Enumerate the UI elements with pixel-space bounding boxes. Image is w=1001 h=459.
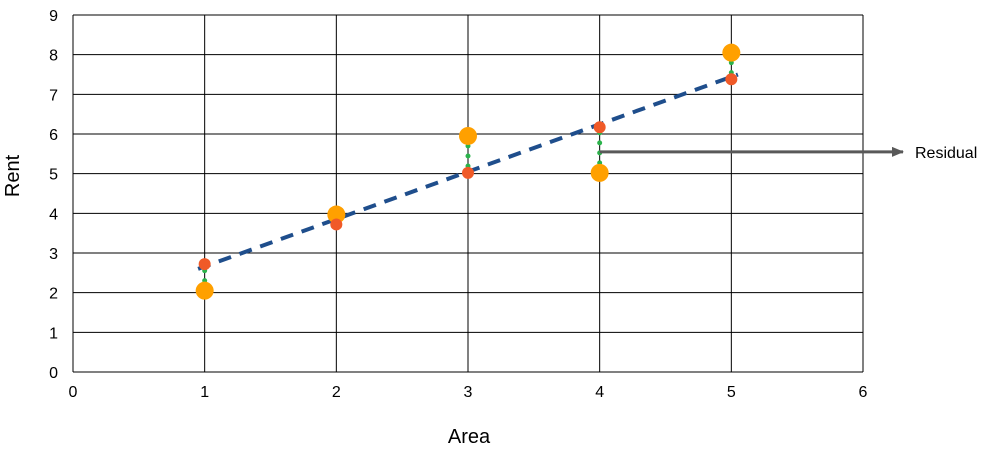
x-tick-label: 3 [464, 384, 473, 401]
y-tick-label: 8 [49, 48, 58, 65]
actual-point [195, 281, 214, 300]
actual-point [327, 205, 346, 224]
y-tick-label: 4 [49, 206, 58, 223]
actual-points [195, 43, 741, 300]
actual-point [722, 43, 741, 62]
x-tick-label: 1 [200, 384, 209, 401]
y-tick-label: 9 [49, 8, 58, 25]
residual-label: Residual [915, 145, 977, 162]
grid [72, 14, 864, 373]
actual-point [459, 126, 477, 145]
y-tick-label: 2 [49, 286, 58, 303]
x-tick-label: 5 [727, 384, 736, 401]
predicted-point [330, 218, 343, 231]
predicted-points [198, 73, 738, 271]
x-tick-label: 0 [69, 384, 78, 401]
y-axis-title: Rent [2, 154, 24, 197]
y-tick-label: 7 [49, 87, 58, 104]
y-tick-label: 6 [49, 127, 58, 144]
predicted-point [462, 166, 474, 179]
x-axis-title: Area [448, 426, 491, 448]
y-axis-ticks: 0 1 2 3 4 5 6 7 8 9 [49, 8, 58, 382]
y-tick-label: 5 [49, 167, 58, 184]
y-tick-label: 3 [49, 246, 58, 263]
actual-point [590, 163, 609, 182]
y-tick-label: 1 [49, 325, 58, 342]
predicted-point [198, 258, 211, 271]
predicted-point [593, 121, 606, 134]
x-tick-label: 2 [332, 384, 341, 401]
x-axis-ticks: 0 1 2 3 4 5 6 [69, 384, 868, 401]
y-tick-label: 0 [49, 365, 58, 382]
predicted-point [725, 73, 738, 86]
x-tick-label: 6 [859, 384, 868, 401]
x-tick-label: 4 [595, 384, 604, 401]
